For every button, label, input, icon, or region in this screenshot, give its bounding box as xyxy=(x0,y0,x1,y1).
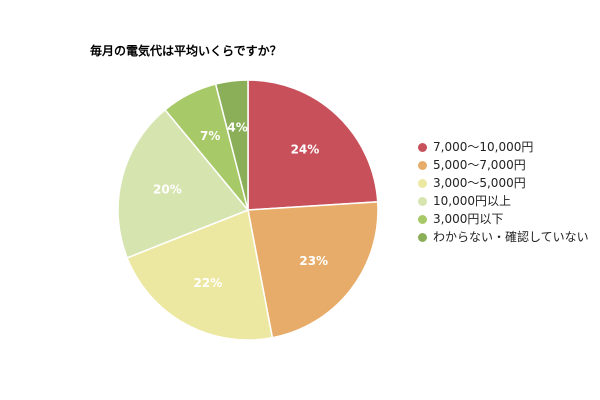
legend-item: 3,000〜5,000円 xyxy=(418,176,593,190)
slice-label: 24% xyxy=(291,142,320,156)
legend-item: 5,000〜7,000円 xyxy=(418,158,593,172)
pie-slice xyxy=(247,79,379,211)
pie-slice xyxy=(247,201,379,339)
legend-swatch xyxy=(418,179,427,188)
slice-label: 22% xyxy=(194,276,223,290)
legend-item: 10,000円以上 xyxy=(418,194,593,208)
slice-label: 4% xyxy=(227,120,247,134)
pie-slice xyxy=(126,208,274,341)
legend-item: わからない・確認していない xyxy=(418,230,593,244)
legend-swatch xyxy=(418,143,427,152)
legend-label: 7,000〜10,000円 xyxy=(433,140,534,154)
legend: 7,000〜10,000円 5,000〜7,000円 3,000〜5,000円 10,… xyxy=(418,140,593,248)
legend-item: 7,000〜10,000円 xyxy=(418,140,593,154)
legend-label: 10,000円以上 xyxy=(433,194,511,208)
slice-label: 7% xyxy=(200,129,220,143)
legend-item: 3,000円以下 xyxy=(418,212,593,226)
pie-slice xyxy=(117,108,250,259)
legend-swatch xyxy=(418,197,427,206)
slice-label: 20% xyxy=(153,182,182,196)
legend-swatch xyxy=(418,215,427,224)
slice-label: 23% xyxy=(299,254,328,268)
legend-swatch xyxy=(418,161,427,170)
pie-slice xyxy=(214,79,249,211)
legend-label: 3,000〜5,000円 xyxy=(433,176,526,190)
legend-swatch xyxy=(418,233,427,242)
chart-title: 毎月の電気代は平均いくらですか？ xyxy=(90,44,282,58)
legend-label: 5,000〜7,000円 xyxy=(433,158,526,172)
legend-label: 3,000円以下 xyxy=(433,212,504,226)
legend-label: わからない・確認していない xyxy=(433,230,589,244)
